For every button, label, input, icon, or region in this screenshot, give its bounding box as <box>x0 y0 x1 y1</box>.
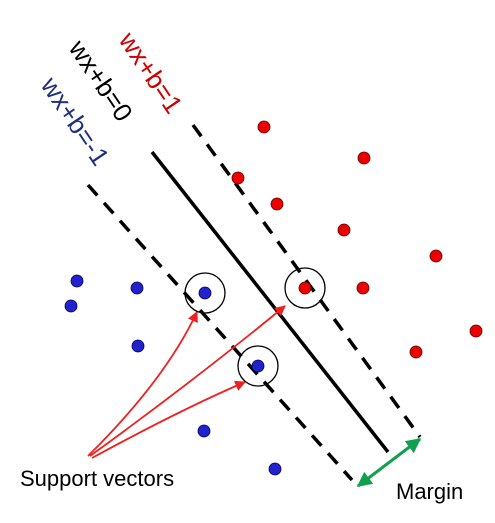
positive-class-points <box>231 120 483 359</box>
negative-point <box>130 281 144 295</box>
negative-hyperplane-line <box>86 183 354 482</box>
support-vector-circle <box>237 345 279 387</box>
negative-point <box>197 424 211 438</box>
negative-class-points <box>64 274 282 476</box>
positive-point <box>356 281 370 295</box>
positive-point <box>357 151 371 165</box>
margin-arrow <box>356 437 422 488</box>
support-vector-arrow <box>89 305 286 457</box>
negative-point <box>268 462 282 476</box>
negative-point <box>70 274 84 288</box>
positive-point <box>429 249 443 263</box>
support-vectors-caption: Support vectors <box>20 466 174 491</box>
support-vector-arrow <box>87 311 198 457</box>
positive-point <box>257 120 271 134</box>
positive-point <box>469 324 483 338</box>
positive-point <box>270 197 284 211</box>
positive-point <box>337 223 351 237</box>
support-vector-circle <box>284 267 326 309</box>
support-vector-circle <box>184 272 226 314</box>
positive-point <box>298 281 312 295</box>
positive-point <box>409 345 423 359</box>
margin-caption: Margin <box>396 479 463 504</box>
negative-point <box>198 286 212 300</box>
negative-point <box>64 299 78 313</box>
negative-point <box>131 339 145 353</box>
support-vector-arrows <box>87 305 286 459</box>
positive-hyperplane-line <box>191 123 422 439</box>
decision-boundary-line <box>150 150 390 454</box>
negative-point <box>251 359 265 373</box>
support-vector-arrow <box>91 380 246 459</box>
positive-point <box>231 171 245 185</box>
